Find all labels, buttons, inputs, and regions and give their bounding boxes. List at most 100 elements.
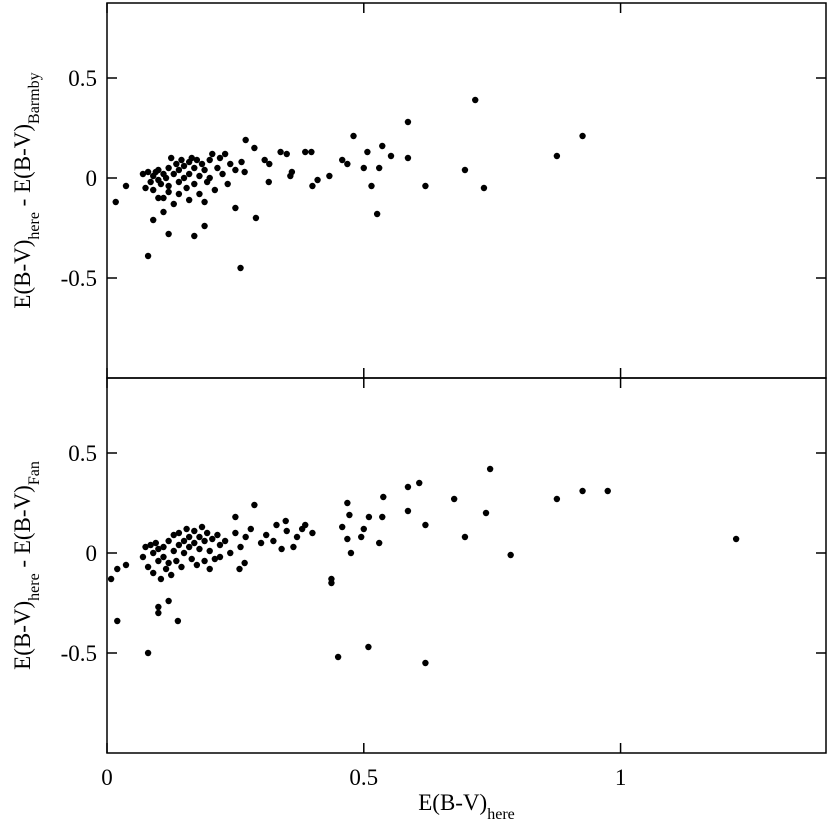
point [298, 525, 306, 533]
point [270, 537, 277, 545]
point [144, 649, 152, 657]
label-part: E(B-V) [10, 601, 35, 670]
point [160, 208, 167, 216]
point [170, 547, 177, 555]
point [201, 537, 208, 545]
point [165, 188, 172, 196]
point [375, 539, 383, 547]
point [173, 160, 180, 168]
point [160, 553, 167, 561]
y-axis-label: E(B-V)here - E(B-V)Barmby [10, 72, 43, 308]
y-tick-label: 0.5 [68, 66, 97, 91]
point [553, 495, 561, 503]
point [185, 196, 193, 204]
point [224, 180, 231, 188]
point [227, 160, 234, 168]
point [273, 521, 280, 529]
point [339, 523, 346, 531]
label-part: - E(B-V) [10, 485, 35, 573]
point [290, 543, 297, 551]
point [201, 166, 208, 174]
point [191, 539, 198, 547]
point [344, 535, 351, 543]
point [170, 170, 177, 178]
point [150, 569, 157, 577]
point [379, 142, 386, 150]
point [461, 166, 469, 174]
point [152, 539, 159, 547]
point [277, 148, 284, 156]
point [107, 575, 115, 583]
point [404, 483, 412, 491]
point [188, 154, 195, 162]
point [219, 170, 226, 178]
point [507, 551, 514, 559]
point [368, 182, 375, 190]
point [347, 549, 355, 557]
point [232, 529, 239, 537]
point [175, 166, 183, 174]
x-tick-label: 0.5 [349, 765, 378, 790]
x-tick-label: 1 [615, 765, 627, 790]
point [160, 543, 167, 551]
point [175, 529, 183, 537]
point [387, 152, 395, 160]
point [732, 535, 740, 543]
point [379, 513, 386, 521]
point [144, 252, 152, 260]
point [209, 535, 216, 543]
point [198, 523, 206, 531]
point [174, 617, 182, 625]
point [122, 561, 130, 569]
point [180, 537, 188, 545]
point [309, 529, 316, 537]
y-tick-label: 0 [86, 541, 98, 566]
point [170, 531, 177, 539]
point [251, 144, 258, 152]
point [344, 160, 351, 168]
point [155, 194, 162, 202]
point [183, 184, 190, 192]
point [216, 154, 224, 162]
point [206, 565, 213, 573]
point [165, 182, 172, 190]
point [232, 513, 239, 521]
point [216, 541, 224, 549]
x-axis-label: E(B-V)here [418, 790, 515, 823]
point [283, 527, 290, 535]
point [191, 527, 198, 535]
point [162, 565, 170, 573]
point [206, 156, 213, 164]
point [232, 166, 239, 174]
point [203, 529, 211, 537]
point [198, 160, 206, 168]
point [350, 132, 357, 140]
point [309, 182, 316, 190]
point [191, 164, 198, 172]
point [211, 555, 219, 563]
point [114, 565, 121, 573]
point [302, 148, 309, 156]
point [293, 533, 301, 541]
point [175, 190, 183, 198]
point [404, 507, 412, 515]
point [221, 537, 229, 545]
point [165, 537, 172, 545]
subscript: here [26, 573, 43, 601]
point [165, 559, 172, 567]
point [263, 531, 270, 539]
point [196, 172, 203, 180]
point [242, 533, 249, 541]
point [214, 164, 221, 172]
point [237, 264, 244, 272]
point [167, 154, 175, 162]
point [150, 216, 157, 224]
point [191, 180, 198, 188]
point [180, 549, 188, 557]
point [241, 559, 248, 567]
point [144, 563, 152, 571]
point [236, 565, 243, 573]
point [147, 178, 154, 186]
point [266, 160, 273, 168]
point [160, 194, 167, 202]
